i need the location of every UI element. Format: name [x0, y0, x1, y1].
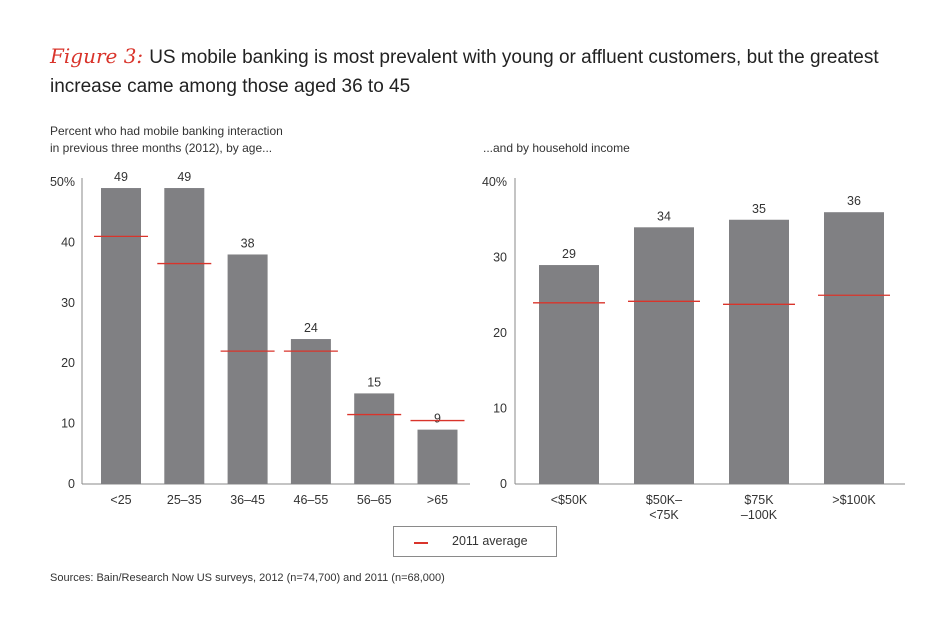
age-y-tick-label: 40 [61, 235, 75, 249]
chart-title: Figure 3: US mobile banking is most preva… [50, 42, 930, 101]
age-bar [354, 393, 395, 484]
income-bar-value-label: 35 [752, 202, 766, 216]
income-x-tick-label: $50K– [646, 493, 682, 507]
income-y-tick-label: 10 [493, 402, 507, 416]
age-y-tick-label: 50% [50, 175, 75, 189]
left-subtitle-line-2: in previous three months (2012), by age.… [50, 141, 273, 155]
legend-label: 2011 average [452, 534, 528, 548]
income-y-tick-label: 0 [500, 477, 507, 491]
income-y-tick-label: 40% [482, 175, 507, 189]
income-y-tick-label: 20 [493, 326, 507, 340]
left-subtitle-line-1: Percent who had mobile banking interacti… [50, 124, 283, 138]
income-x-tick-label: >$100K [832, 493, 876, 507]
source-note: Sources: Bain/Research Now US surveys, 2… [50, 572, 445, 584]
income-bar-value-label: 29 [562, 247, 576, 261]
income-x-tick-label: <$50K [551, 493, 588, 507]
age-bar [164, 188, 205, 485]
age-y-tick-label: 20 [61, 356, 75, 370]
age-y-tick-label: 0 [68, 477, 75, 491]
age-bar-value-label: 38 [241, 236, 255, 250]
age-bar [290, 339, 331, 484]
income-y-tick-label: 30 [493, 251, 507, 265]
income-bar-value-label: 34 [657, 209, 671, 223]
age-bar [227, 254, 268, 484]
legend-marker-swatch [414, 542, 428, 544]
age-bar-value-label: 49 [114, 170, 128, 184]
age-y-tick-label: 30 [61, 296, 75, 310]
age-bar [101, 188, 141, 485]
income-bar [824, 212, 884, 484]
left-chart-subtitle: Percent who had mobile banking interacti… [50, 123, 283, 157]
income-x-tick-label: <75K [649, 508, 679, 522]
age-x-tick-label: <25 [110, 493, 131, 507]
income-bar-value-label: 36 [847, 194, 861, 208]
title-text: US mobile banking is most prevalent with… [50, 47, 879, 97]
income-bar [539, 265, 599, 484]
income-bar [729, 219, 789, 484]
age-bar-value-label: 49 [177, 170, 191, 184]
age-y-tick-label: 10 [61, 417, 75, 431]
age-x-tick-label: 25–35 [167, 493, 202, 507]
income-x-tick-label: –100K [741, 508, 778, 522]
figure-label: Figure 3: [50, 44, 144, 68]
age-bar [417, 429, 458, 484]
income-x-tick-label: $75K [744, 493, 774, 507]
legend: 2011 average [393, 526, 557, 557]
age-x-tick-label: 46–55 [294, 493, 329, 507]
age-bar-value-label: 15 [367, 375, 381, 389]
right-subtitle-line-1: ...and by household income [483, 141, 630, 155]
age-bar-value-label: 9 [434, 412, 441, 426]
right-chart-subtitle: ...and by household income [483, 140, 630, 157]
age-x-tick-label: 56–65 [357, 493, 392, 507]
income-bar [634, 227, 694, 485]
age-x-tick-label: 36–45 [230, 493, 265, 507]
age-bar-value-label: 24 [304, 321, 318, 335]
age-x-tick-label: >65 [427, 493, 448, 507]
